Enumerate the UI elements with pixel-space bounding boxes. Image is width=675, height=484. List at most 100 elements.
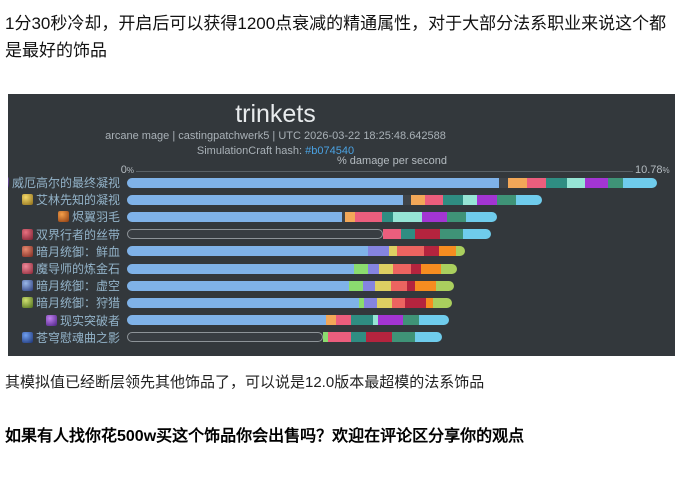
trinket-label-box: 魔导师的炼金石 — [8, 260, 127, 277]
stacked-bar — [127, 229, 491, 240]
trinket-label-box: 烬翼羽毛 — [8, 208, 127, 225]
trinket-label: 苍穹慰魂曲之影 — [35, 330, 120, 345]
trinket-label-box: 暗月统御：虚空 — [8, 277, 127, 294]
bar-segment-mint — [566, 177, 585, 188]
question-text: 如果有人找你花500w买这个饰品你会出售吗？欢迎在评论区分享你的观点 — [5, 428, 525, 445]
bar-segment-yellow — [379, 263, 393, 274]
bar-segment-blue — [127, 246, 368, 257]
bar-segment-blue — [127, 263, 355, 274]
bar-segment-crimson — [405, 297, 426, 308]
bar-segment-crimson — [414, 229, 440, 240]
bar-segment-peri — [368, 263, 380, 274]
bar-segment-peri — [367, 246, 389, 257]
bar-segment-seagreen — [496, 194, 517, 205]
bar-segment-orange — [507, 177, 528, 188]
chart-subtitle: arcane mage | castingpatchwerk5 | UTC 20… — [105, 130, 446, 142]
bar-segment-orange2 — [425, 297, 433, 308]
percent-sign: % — [126, 166, 134, 175]
bar-segment-pink — [327, 332, 351, 343]
bar-segment-purple — [421, 211, 447, 222]
trinket-row: 暗月统御：狩猎 — [8, 294, 675, 311]
intro-text: 1分30秒冷却，开启后可以获得1200点衰减的精通属性，对于大部分法系职业来说这… — [5, 14, 667, 60]
stacked-bar — [127, 246, 466, 257]
bar-segment-dim — [403, 194, 412, 205]
bar-segment-green — [349, 280, 364, 291]
bar-segment-sky — [622, 177, 657, 188]
trinket-icon-hunt-card — [21, 297, 33, 309]
bar-segment-salmon — [397, 246, 424, 257]
stacked-bar — [127, 211, 497, 222]
bar-segment-mint — [372, 315, 378, 326]
bar-segment-ygreen — [432, 297, 452, 308]
bar-segment-blue — [127, 211, 343, 222]
bar-segment-sky — [463, 229, 491, 240]
bar-segment-orange2 — [421, 263, 442, 274]
trinket-row: 艾林先知的凝视 — [8, 191, 675, 208]
bar-segment-green — [359, 297, 364, 308]
percent-sign: % — [662, 166, 670, 175]
trinket-row: 暗月统御：鲜血 — [8, 243, 675, 260]
trinket-row: 双界行者的丝带 — [8, 226, 675, 243]
bar-segment-teal — [443, 194, 463, 205]
bar-segment-orange — [345, 211, 356, 222]
bar-segment-dim — [342, 211, 346, 222]
chart-header: trinkets arcane mage | castingpatchwerk5… — [8, 100, 543, 158]
trinket-icon-reality-breaker — [45, 314, 57, 326]
chart-title: trinkets — [235, 100, 316, 128]
bar-segment-crimson — [406, 280, 415, 291]
stacked-bar — [127, 332, 442, 343]
bar-segment-crimson — [423, 246, 439, 257]
bar-segment-teal — [350, 332, 367, 343]
bar-segment-orange — [326, 315, 337, 326]
trinket-icon-alchemist-stone — [21, 263, 33, 275]
trinket-icon-sky-requiem — [21, 331, 33, 343]
simc-hash-link[interactable]: #b074540 — [305, 145, 355, 157]
trinket-label: 现实突破者 — [59, 313, 120, 328]
trinket-label: 暗月统御：鲜血 — [35, 244, 120, 259]
bar-segment-salmon — [391, 297, 406, 308]
bar-segment-green — [354, 263, 369, 274]
bar-segment-salmon — [390, 280, 407, 291]
bar-segment-purple — [476, 194, 497, 205]
stacked-bar — [127, 280, 455, 291]
trinket-label: 威厄高尔的最终凝视 — [11, 176, 120, 191]
bar-segment-teal — [546, 177, 567, 188]
trinket-label-box: 暗月统御：狩猎 — [8, 294, 127, 311]
bar-segment-sky — [516, 194, 543, 205]
axis-max-label: 10.78% — [635, 164, 670, 176]
bar-segment-teal — [381, 211, 394, 222]
axis-title: % damage per second — [336, 155, 448, 167]
bar-segment-teal — [350, 315, 373, 326]
trinket-row: 苍穹慰魂曲之影 — [8, 329, 675, 346]
bar-segment-seagreen — [607, 177, 623, 188]
bar-segment-pink — [527, 177, 547, 188]
trinket-label-box: 双界行者的丝带 — [8, 226, 127, 243]
trinket-icon-red-ribbon — [21, 228, 33, 240]
stacked-bar — [127, 194, 543, 205]
trinket-label: 双界行者的丝带 — [35, 227, 120, 242]
stacked-bar — [127, 297, 452, 308]
trinket-label-box: 现实突破者 — [8, 312, 127, 329]
trinket-row: 威厄高尔的最终凝视 — [8, 174, 675, 191]
chart-hash-line: SimulationCraft hash: #b074540 — [8, 145, 543, 157]
bar-segment-orange2 — [414, 280, 437, 291]
bar-segment-ygreen — [436, 280, 455, 291]
bar-segment-blue — [127, 297, 360, 308]
bar-segment-dim — [498, 177, 508, 188]
trinket-icon-void-card — [21, 280, 33, 292]
bar-segment-yellow — [375, 280, 391, 291]
bar-segment-sky — [466, 211, 497, 222]
simc-chart-panel: trinkets arcane mage | castingpatchwerk5… — [8, 94, 675, 356]
bar-segment-seagreen — [446, 211, 467, 222]
trinket-row: 魔导师的炼金石 — [8, 260, 675, 277]
bar-segment-orange — [411, 194, 425, 205]
bar-segment-pink — [355, 211, 382, 222]
bar-segment-blue — [127, 194, 404, 205]
trinket-label: 艾林先知的凝视 — [35, 193, 120, 208]
stacked-bar — [127, 263, 458, 274]
trinket-label-box: 苍穹慰魂曲之影 — [8, 329, 127, 346]
bar-segment-seagreen — [403, 315, 420, 326]
trinket-label: 烬翼羽毛 — [71, 210, 120, 225]
bar-segment-peri — [363, 297, 378, 308]
stacked-bar — [127, 177, 657, 188]
